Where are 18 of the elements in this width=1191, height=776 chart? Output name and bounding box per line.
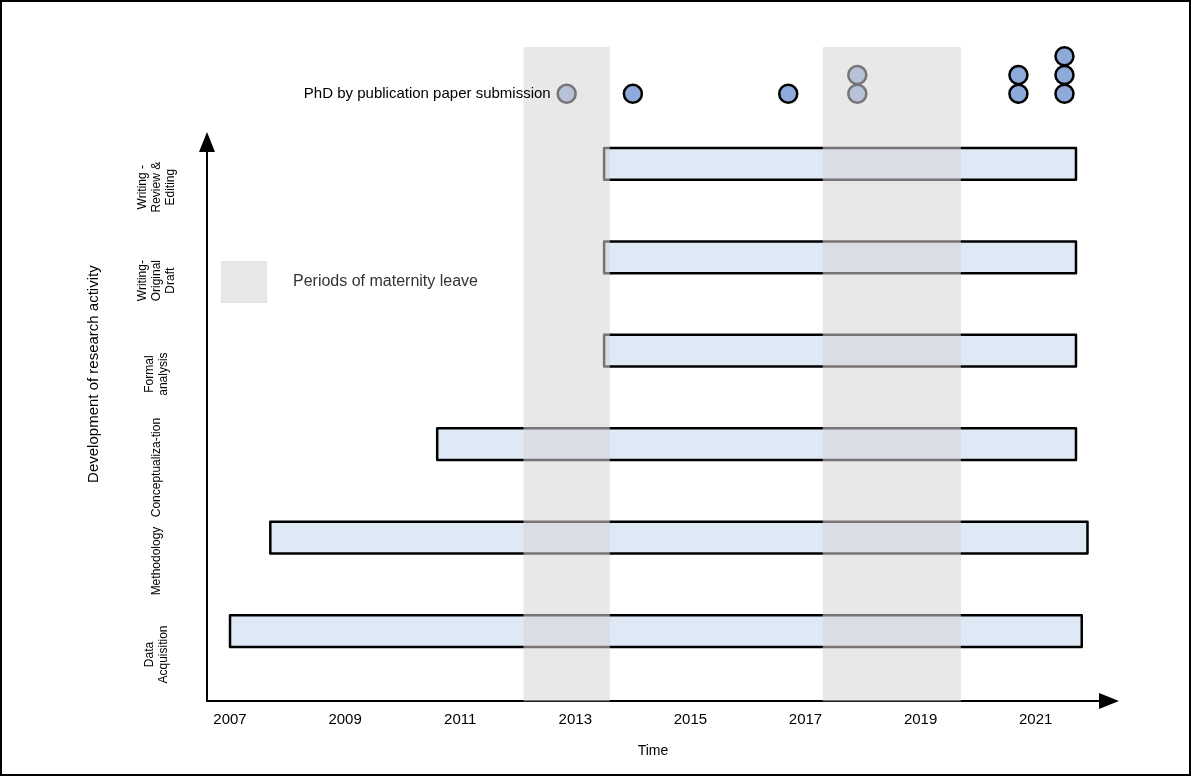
x-tick-label: 2011 bbox=[444, 710, 477, 728]
y-tick-label: Conceptualiza-tion bbox=[149, 417, 164, 518]
y-tick-label: Writing - Review & Editing bbox=[135, 161, 178, 213]
y-tick-label: Methodology bbox=[149, 526, 164, 596]
x-tick-label: 2009 bbox=[328, 710, 362, 728]
x-tick-label: 2007 bbox=[213, 710, 247, 728]
x-tick-label: 2013 bbox=[558, 710, 592, 728]
y-tick-label: Data Acquisition bbox=[142, 625, 171, 684]
x-tick-label: 2015 bbox=[673, 710, 708, 728]
x-tick-label: 2017 bbox=[788, 710, 823, 728]
y-axis-title: Development of research activity bbox=[84, 264, 102, 483]
y-tick-label: Writing- Original Draft bbox=[135, 259, 178, 302]
y-tick-label: PhD by publication paper submission bbox=[303, 83, 551, 101]
band-label: Periods of maternity leave bbox=[293, 270, 479, 291]
x-tick-label: 2021 bbox=[1019, 710, 1053, 728]
x-axis-title: Time bbox=[637, 742, 669, 759]
x-tick-label: 2019 bbox=[903, 710, 938, 728]
y-tick-label: Formal analysis bbox=[142, 352, 171, 396]
